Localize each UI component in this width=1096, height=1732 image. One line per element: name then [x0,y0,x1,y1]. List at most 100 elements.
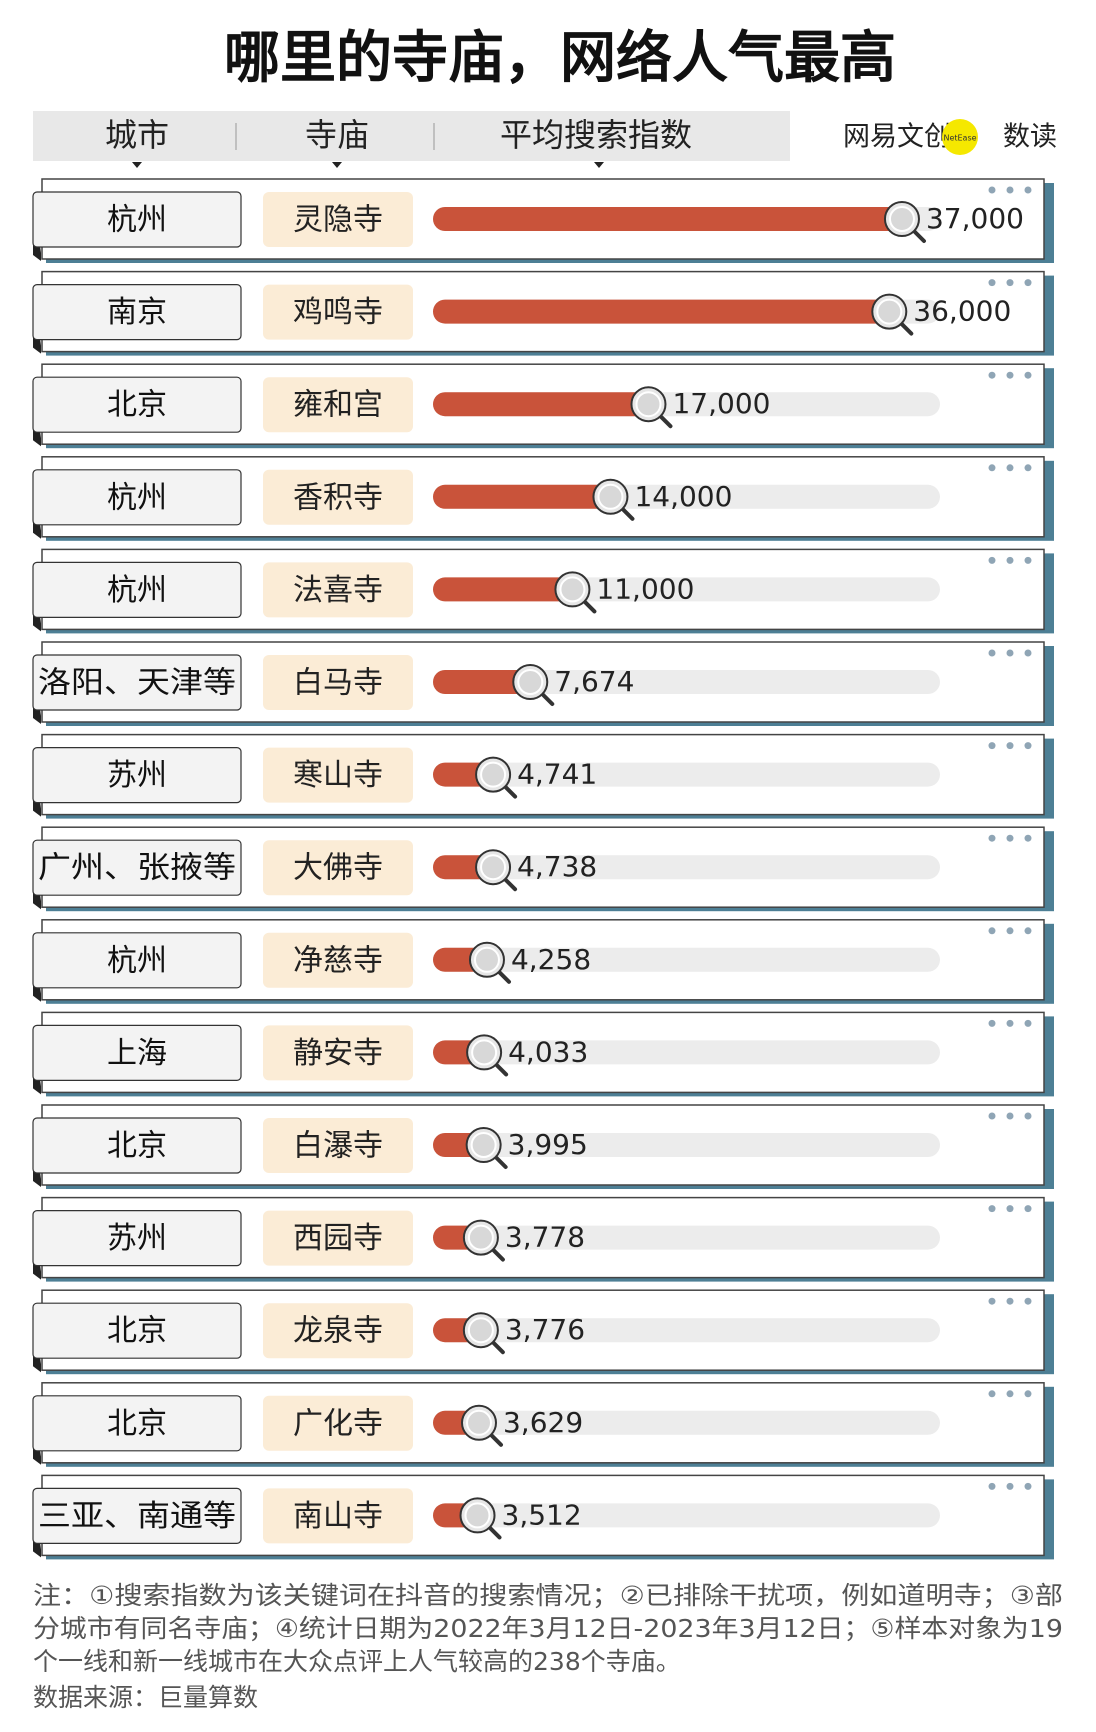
bar [433,577,573,602]
menu-dot [1006,1205,1014,1213]
category-label: 白马寺 [293,666,383,701]
temple-box [263,1303,413,1359]
category-label: 龙泉寺 [293,1314,383,1349]
category-label: 寒山寺 [293,758,383,793]
menu-dot [988,649,996,657]
category-label: 西园寺 [293,1221,383,1256]
category-label: 广化寺 [293,1406,383,1441]
city-label: 苏州 [107,1221,167,1256]
value-label: 14,000 [634,480,732,513]
menu-dot [1024,834,1032,842]
bar [433,670,531,694]
category-label: 白瀑寺 [293,1129,383,1164]
city-label: 广州、张掖等 [38,851,236,886]
value-label: 4,738 [517,850,597,883]
bar-track [433,1410,940,1435]
bar-track [433,947,940,972]
menu-dot [1006,742,1014,750]
row: 上海 静安寺 4,033 [32,1011,1054,1097]
menu-dot [1024,927,1032,935]
menu-dot [988,1390,996,1398]
column-header: 寺庙 [305,116,369,154]
magnifier-lens [465,1409,492,1436]
menu-dot [988,1205,996,1213]
temple-box [263,655,413,710]
column-header: 城市 [105,116,169,154]
value-label: 4,033 [508,1035,588,1068]
menu-dot [1006,649,1014,657]
logo-brand: 网易文创 [843,122,951,153]
menu-dot [1006,556,1014,564]
temple-box [263,469,413,525]
city-label: 北京 [107,1314,167,1349]
menu-dot [1006,927,1014,935]
note-line: 分城市有同名寺庙；④统计日期为2022年3月12日-2023年3月12日；⑤样本… [33,1614,1063,1643]
menu-dot [1024,371,1032,379]
category-label: 法喜寺 [293,573,383,608]
value-label: 3,778 [505,1221,585,1254]
city-label: 杭州 [107,203,167,238]
menu-dot [1024,1019,1032,1027]
value-label: 7,674 [554,665,634,698]
temple-box [263,840,413,896]
temple-box [263,1395,413,1451]
bar-track [433,670,940,694]
temple-box [263,192,413,247]
bar [433,299,890,324]
header-bar [33,111,790,161]
temple-box [263,1118,413,1173]
note-line: 注：①搜索指数为该关键词在抖音的搜索情况；②已排除干扰项，例如道明寺；③部 [33,1581,1063,1610]
temple-box [263,562,413,618]
value-label: 37,000 [926,202,1024,235]
city-box [32,1302,242,1359]
menu-dot [988,464,996,472]
category-label: 大佛寺 [293,851,383,886]
magnifier-lens [635,391,662,418]
category-label: 香积寺 [293,480,383,515]
city-label: 上海 [107,1036,167,1071]
menu-dot [1006,1482,1014,1490]
value-label: 3,512 [502,1498,582,1531]
magnifier-lens [888,206,915,232]
value-label: 17,000 [672,387,770,420]
magnifier-lens [473,946,500,973]
column-header: 平均搜索指数 [500,116,692,154]
menu-dot [988,371,996,379]
city-label: 杭州 [107,943,167,978]
city-box [32,1117,242,1174]
bar [433,207,902,231]
menu-dot [988,927,996,935]
city-box [32,839,242,896]
category-label: 灵隐寺 [293,203,383,238]
city-box [32,746,242,804]
bar-track [433,1225,940,1250]
magnifier-lens [517,669,544,695]
menu-dot [1006,279,1014,287]
temple-box [263,932,413,988]
menu-dot [988,279,996,287]
value-label: 4,258 [511,943,591,976]
menu-dot [1006,1019,1014,1027]
temple-box [263,377,413,433]
menu-dot [1024,1205,1032,1213]
row: 北京 龙泉寺 3,776 [32,1289,1054,1375]
category-label: 净慈寺 [293,943,383,978]
logo-dot [942,119,978,155]
city-box [32,1395,242,1452]
bar [433,484,611,509]
magnifier-lens [471,1039,498,1066]
value-label: 11,000 [596,572,694,605]
value-label: 4,741 [517,758,597,791]
category-label: 雍和宫 [293,388,383,423]
city-label: 三亚、南通等 [38,1499,236,1534]
row: 北京 白瀑寺 3,995 [32,1104,1054,1189]
city-label: 洛阳、天津等 [38,666,236,701]
logo-badge: NetEase [943,134,976,143]
menu-dot [988,556,996,564]
bar-track [433,1040,940,1065]
temple-box [263,1025,413,1081]
temple-box [263,1488,413,1544]
menu-dot [988,186,996,194]
menu-dot [988,1482,996,1490]
